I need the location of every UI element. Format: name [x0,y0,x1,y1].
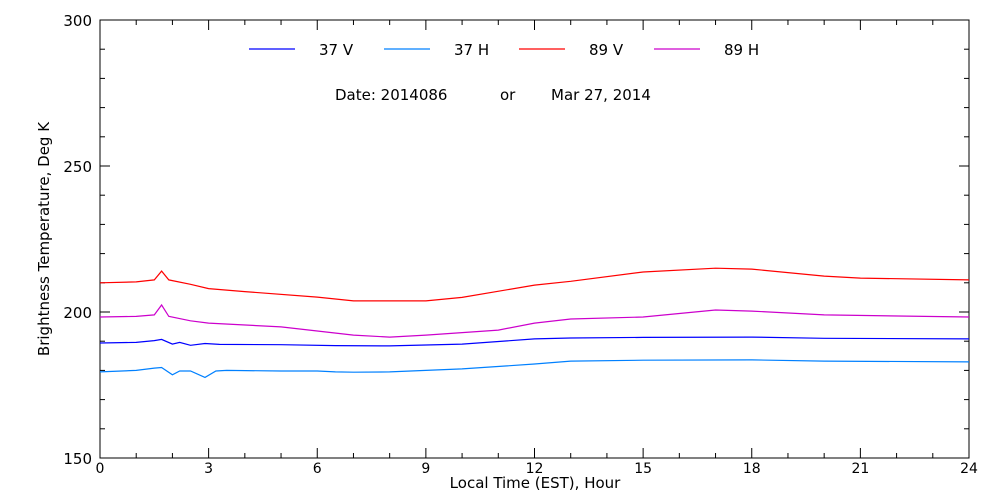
x-tick-label: 12 [526,461,544,477]
calendar-date-label: Mar 27, 2014 [551,86,651,104]
y-tick-label: 250 [63,158,92,176]
x-tick-label: 6 [313,461,322,477]
x-tick-label: 0 [96,461,105,477]
y-tick-label: 200 [63,304,92,322]
y-axis-label: Brightness Temperature, Deg K [35,121,53,356]
legend: 37 V 37 H 89 V 89 H [249,41,759,59]
series-line-89-v [99,267,970,302]
legend-label: 37 V [319,41,354,59]
x-tick-label: 24 [960,461,978,477]
axes: 0 3 6 9 12 15 18 21 24 150 200 250 300 [63,12,978,477]
y-tick-label: 300 [63,12,92,30]
series-line-37-h [99,359,970,379]
legend-label: 89 H [724,41,759,59]
plot-frame [99,19,970,459]
legend-label: 37 H [454,41,489,59]
series-line-37-v [99,336,970,347]
series-lines [99,267,970,379]
x-tick-label: 18 [743,461,761,477]
x-axis-label: Local Time (EST), Hour [450,474,621,492]
y-tick-label: 150 [63,450,92,468]
x-tick-label: 21 [851,461,869,477]
date-label: Date: 2014086 [335,86,447,104]
legend-label: 89 V [589,41,624,59]
series-line-89-h [99,303,970,338]
x-tick-label: 3 [204,461,213,477]
date-or-label: or [500,86,516,104]
x-tick-label: 15 [634,461,652,477]
x-tick-label: 9 [421,461,430,477]
